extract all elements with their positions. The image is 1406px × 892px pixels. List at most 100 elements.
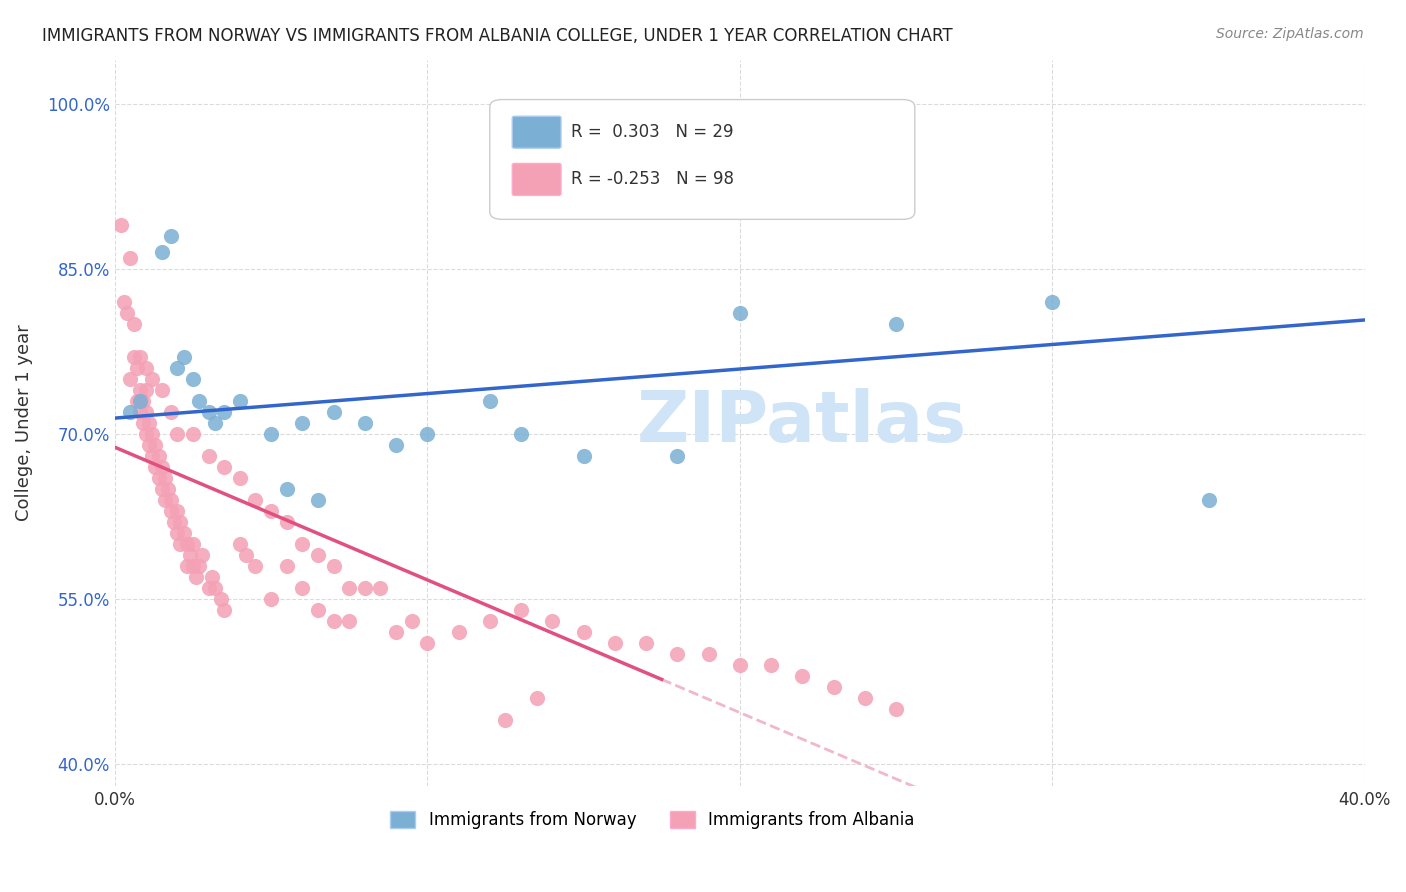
Point [603,636,626,650]
Point [385,438,408,452]
Point [201,570,224,584]
Point [276,558,298,573]
Point [212,603,235,617]
Point [160,492,183,507]
Point [179,548,201,562]
Point [150,245,173,260]
Point [260,426,283,441]
Point [260,504,283,518]
Point [510,603,533,617]
Point [884,317,907,331]
Point [235,548,257,562]
Point [156,482,179,496]
Point [132,416,155,430]
Point [401,614,423,628]
Point [188,558,211,573]
Point [416,636,439,650]
Point [135,405,157,419]
Point [169,537,191,551]
Point [160,405,183,419]
Point [416,426,439,441]
Point [229,537,252,551]
Point [572,624,595,639]
Point [478,614,501,628]
Point [191,548,214,562]
Point [823,680,845,694]
Point [122,317,145,331]
Point [138,438,160,452]
Point [135,360,157,375]
Point [884,702,907,716]
Point [160,228,183,243]
Point [135,383,157,397]
Point [166,504,188,518]
Point [759,657,782,672]
Point [125,360,148,375]
Point [148,449,170,463]
Point [229,471,252,485]
FancyBboxPatch shape [512,116,561,148]
Point [160,504,183,518]
Point [150,482,173,496]
Point [291,416,314,430]
Text: Source: ZipAtlas.com: Source: ZipAtlas.com [1216,27,1364,41]
Point [634,636,657,650]
Point [370,581,392,595]
Point [169,515,191,529]
Point [145,438,167,452]
Point [181,558,204,573]
Point [276,482,298,496]
Point [209,591,232,606]
Point [120,405,142,419]
Point [120,372,142,386]
Point [291,537,314,551]
Point [197,581,219,595]
Point [307,603,329,617]
FancyBboxPatch shape [512,163,561,195]
Point [212,405,235,419]
Text: ZIPatlas: ZIPatlas [637,388,967,458]
Point [150,459,173,474]
Point [128,383,150,397]
Point [173,525,195,540]
Y-axis label: College, Under 1 year: College, Under 1 year [15,325,32,521]
Text: R = -0.253   N = 98: R = -0.253 N = 98 [571,170,734,188]
FancyBboxPatch shape [489,100,915,219]
Point [166,525,188,540]
Point [110,218,132,232]
Point [176,537,198,551]
Point [307,492,329,507]
Point [260,591,283,606]
Point [153,492,176,507]
Point [148,471,170,485]
Point [125,393,148,408]
Point [163,515,186,529]
Point [697,647,720,661]
Point [322,558,344,573]
Point [197,405,219,419]
Point [212,459,235,474]
Point [128,350,150,364]
Point [122,350,145,364]
Text: IMMIGRANTS FROM NORWAY VS IMMIGRANTS FROM ALBANIA COLLEGE, UNDER 1 YEAR CORRELAT: IMMIGRANTS FROM NORWAY VS IMMIGRANTS FRO… [42,27,953,45]
Point [666,647,689,661]
Point [541,614,564,628]
Point [447,624,470,639]
Point [141,372,163,386]
Point [141,449,163,463]
Point [526,690,548,705]
Point [291,581,314,595]
Point [510,426,533,441]
Legend: Immigrants from Norway, Immigrants from Albania: Immigrants from Norway, Immigrants from … [384,804,921,836]
Point [337,614,360,628]
Point [728,306,751,320]
Point [150,383,173,397]
Point [204,581,226,595]
Point [494,713,516,727]
Point [353,581,375,595]
Point [117,306,139,320]
Point [197,449,219,463]
Point [181,537,204,551]
Point [184,570,207,584]
Point [128,405,150,419]
